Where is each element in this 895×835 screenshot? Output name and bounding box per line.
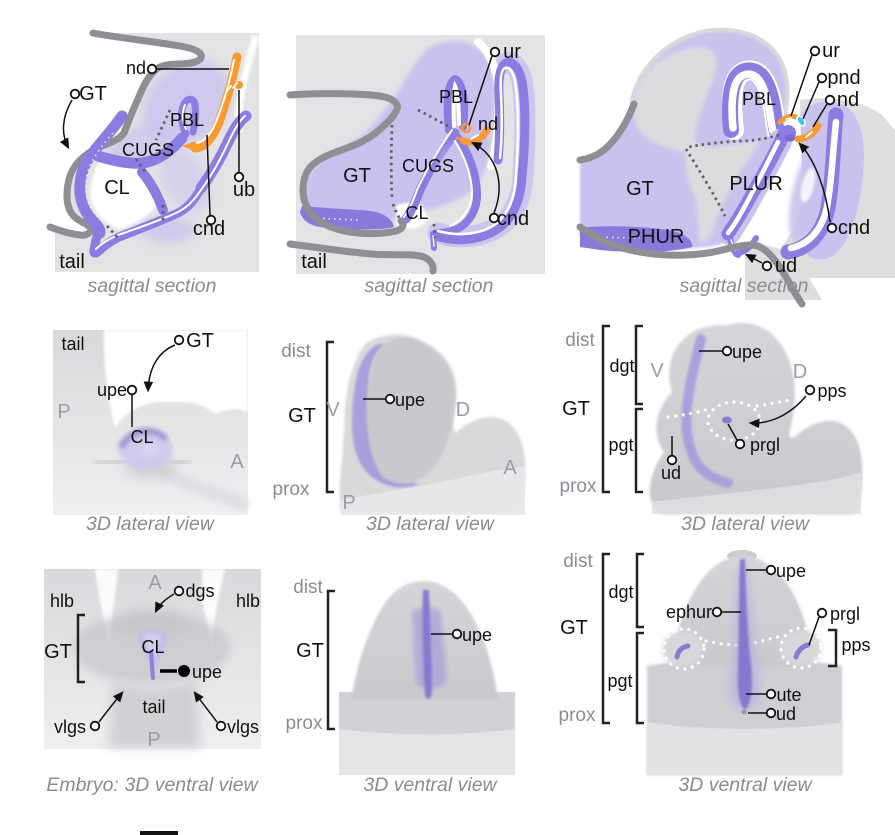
svg-text:PBL: PBL [170, 110, 204, 130]
svg-text:upe: upe [395, 390, 425, 410]
svg-text:dgt: dgt [609, 356, 634, 376]
svg-text:V: V [326, 399, 340, 421]
svg-text:nd: nd [126, 58, 146, 78]
svg-text:ud: ud [661, 463, 681, 483]
svg-text:pps: pps [817, 381, 846, 401]
svg-text:PBL: PBL [439, 87, 473, 107]
svg-text:PLUR: PLUR [729, 173, 782, 195]
svg-text:ur: ur [503, 41, 521, 63]
svg-text:P: P [57, 401, 70, 423]
svg-text:tail: tail [59, 251, 85, 273]
svg-text:tail: tail [301, 251, 327, 273]
svg-text:GT: GT [560, 617, 588, 639]
svg-text:ud: ud [776, 704, 796, 724]
svg-text:pps: pps [841, 635, 870, 655]
svg-text:nd: nd [478, 114, 498, 134]
svg-text:GT: GT [296, 640, 324, 662]
svg-text:CL: CL [141, 637, 164, 657]
svg-text:tail: tail [142, 697, 165, 717]
svg-text:ud: ud [775, 255, 797, 277]
svg-text:3D ventral view: 3D ventral view [678, 774, 813, 796]
svg-text:ute: ute [776, 685, 801, 705]
svg-text:A: A [148, 572, 162, 594]
svg-text:cnd: cnd [497, 208, 529, 230]
svg-text:3D lateral view: 3D lateral view [366, 513, 496, 535]
svg-text:3D lateral view: 3D lateral view [681, 513, 811, 535]
svg-text:cnd: cnd [193, 218, 225, 240]
svg-text:GT: GT [79, 83, 107, 105]
svg-text:CUGS: CUGS [122, 140, 174, 160]
svg-text:pgt: pgt [607, 671, 632, 691]
svg-text:tail: tail [61, 334, 84, 354]
svg-text:CL: CL [130, 427, 153, 447]
svg-text:sagittal section: sagittal section [365, 275, 494, 297]
svg-text:D: D [456, 399, 470, 421]
svg-text:nd: nd [837, 89, 859, 111]
svg-text:prox: prox [559, 705, 596, 726]
svg-text:sagittal section: sagittal section [680, 275, 809, 297]
svg-text:ur: ur [822, 40, 840, 62]
svg-text:GT: GT [343, 165, 371, 187]
svg-text:upe: upe [192, 662, 222, 682]
svg-text:ephur: ephur [666, 602, 712, 622]
svg-text:CUGS: CUGS [402, 156, 454, 176]
svg-text:hlb: hlb [50, 591, 74, 611]
svg-text:GT: GT [562, 398, 590, 420]
svg-text:vlgs: vlgs [54, 717, 86, 737]
svg-text:CL: CL [104, 177, 130, 199]
svg-text:prgl: prgl [830, 604, 860, 624]
svg-text:dist: dist [281, 341, 311, 362]
svg-text:dgt: dgt [608, 582, 633, 602]
svg-text:PBL: PBL [742, 89, 776, 109]
svg-text:GT: GT [186, 330, 214, 352]
svg-text:PHUR: PHUR [628, 226, 685, 248]
svg-text:GT: GT [288, 405, 316, 427]
svg-text:3D ventral view: 3D ventral view [363, 774, 498, 796]
svg-text:upe: upe [462, 625, 492, 645]
svg-text:upe: upe [776, 561, 806, 581]
svg-text:3D lateral view: 3D lateral view [86, 513, 216, 535]
svg-text:Embryo: 3D ventral view: Embryo: 3D ventral view [46, 774, 259, 796]
svg-text:prox: prox [286, 713, 323, 734]
svg-text:A: A [230, 451, 244, 473]
svg-text:vlgs: vlgs [227, 717, 259, 737]
svg-text:CL: CL [405, 203, 428, 223]
svg-text:hlb: hlb [236, 591, 260, 611]
svg-text:dist: dist [563, 551, 593, 572]
svg-text:sagittal section: sagittal section [88, 275, 217, 297]
svg-text:ub: ub [233, 179, 255, 201]
svg-text:pgt: pgt [608, 435, 633, 455]
svg-text:prox: prox [560, 476, 597, 497]
svg-text:D: D [793, 361, 807, 383]
svg-text:dist: dist [565, 330, 595, 351]
svg-text:dist: dist [293, 577, 323, 598]
svg-text:GT: GT [44, 641, 72, 663]
svg-text:P: P [342, 492, 355, 514]
svg-text:upe: upe [97, 380, 127, 400]
svg-text:upe: upe [732, 342, 762, 362]
svg-text:A: A [503, 457, 517, 479]
svg-text:V: V [650, 360, 664, 382]
svg-text:dgs: dgs [185, 581, 214, 601]
svg-text:P: P [147, 729, 160, 751]
svg-text:prgl: prgl [750, 435, 780, 455]
svg-text:GT: GT [626, 178, 654, 200]
svg-text:cnd: cnd [838, 217, 870, 239]
svg-text:pnd: pnd [827, 67, 860, 89]
svg-text:prox: prox [273, 479, 310, 500]
